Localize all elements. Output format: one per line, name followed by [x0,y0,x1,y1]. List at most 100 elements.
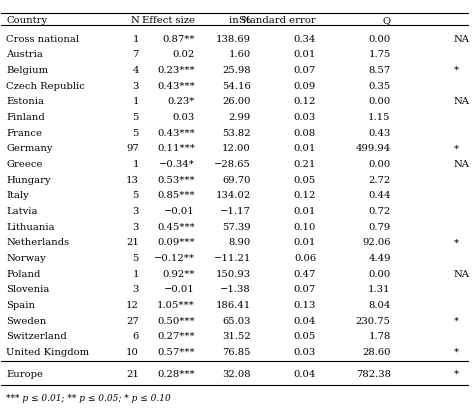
Text: 0.85***: 0.85*** [157,191,195,200]
Text: 230.75: 230.75 [356,317,391,326]
Text: *: * [454,370,459,379]
Text: France: France [6,129,42,138]
Text: 13: 13 [126,176,139,185]
Text: 28.60: 28.60 [362,348,391,357]
Text: 0.05: 0.05 [294,176,316,185]
Text: Czech Republic: Czech Republic [6,82,85,90]
Text: 0.06: 0.06 [294,254,316,263]
Text: 0.79: 0.79 [368,222,391,232]
Text: Country: Country [6,16,47,25]
Text: Spain: Spain [6,301,35,310]
Text: 1.05***: 1.05*** [157,301,195,310]
Text: Norway: Norway [6,254,46,263]
Text: 0.07: 0.07 [294,66,316,75]
Text: in %: in % [228,16,251,25]
Text: 0.12: 0.12 [294,191,316,200]
Text: Belgium: Belgium [6,66,48,75]
Text: Effect size: Effect size [142,16,195,25]
Text: 0.05: 0.05 [294,332,316,341]
Text: 10: 10 [126,348,139,357]
Text: 25.98: 25.98 [222,66,251,75]
Text: −28.65: −28.65 [214,160,251,169]
Text: 0.01: 0.01 [294,50,316,59]
Text: Greece: Greece [6,160,43,169]
Text: 0.08: 0.08 [294,129,316,138]
Text: NA: NA [454,34,470,44]
Text: 0.43***: 0.43*** [157,82,195,90]
Text: −0.01: −0.01 [164,207,195,216]
Text: NA: NA [454,270,470,278]
Text: 1.15: 1.15 [368,113,391,122]
Text: 1: 1 [132,160,139,169]
Text: *: * [454,238,459,247]
Text: 499.94: 499.94 [356,144,391,153]
Text: Estonia: Estonia [6,97,44,106]
Text: Latvia: Latvia [6,207,37,216]
Text: 0.47: 0.47 [294,270,316,278]
Text: 54.16: 54.16 [222,82,251,90]
Text: 76.85: 76.85 [222,348,251,357]
Text: 0.03: 0.03 [294,113,316,122]
Text: 57.39: 57.39 [222,222,251,232]
Text: 5: 5 [133,191,139,200]
Text: 26.00: 26.00 [222,97,251,106]
Text: 0.00: 0.00 [368,34,391,44]
Text: 4: 4 [132,66,139,75]
Text: 12: 12 [126,301,139,310]
Text: 0.92**: 0.92** [163,270,195,278]
Text: 0.43: 0.43 [368,129,391,138]
Text: Netherlands: Netherlands [6,238,69,247]
Text: 0.72: 0.72 [368,207,391,216]
Text: −0.34*: −0.34* [159,160,195,169]
Text: 1: 1 [132,34,139,44]
Text: *: * [454,317,459,326]
Text: Germany: Germany [6,144,53,153]
Text: Poland: Poland [6,270,40,278]
Text: 6: 6 [133,332,139,341]
Text: 27: 27 [126,317,139,326]
Text: 53.82: 53.82 [222,129,251,138]
Text: 21: 21 [126,238,139,247]
Text: 0.45***: 0.45*** [157,222,195,232]
Text: 1: 1 [132,97,139,106]
Text: 0.03: 0.03 [173,113,195,122]
Text: 0.53***: 0.53*** [157,176,195,185]
Text: 0.11***: 0.11*** [157,144,195,153]
Text: 0.23***: 0.23*** [157,66,195,75]
Text: Standard error: Standard error [239,16,316,25]
Text: *: * [454,144,459,153]
Text: 0.87**: 0.87** [163,34,195,44]
Text: Finland: Finland [6,113,45,122]
Text: 12.00: 12.00 [222,144,251,153]
Text: 5: 5 [133,254,139,263]
Text: 134.02: 134.02 [216,191,251,200]
Text: 1.60: 1.60 [228,50,251,59]
Text: 0.27***: 0.27*** [157,332,195,341]
Text: 1.31: 1.31 [368,285,391,294]
Text: 0.35: 0.35 [368,82,391,90]
Text: 92.06: 92.06 [362,238,391,247]
Text: 0.01: 0.01 [294,238,316,247]
Text: 0.28***: 0.28*** [157,370,195,379]
Text: 5: 5 [133,113,139,122]
Text: 1.78: 1.78 [368,332,391,341]
Text: 0.00: 0.00 [368,270,391,278]
Text: Austria: Austria [6,50,43,59]
Text: 0.00: 0.00 [368,160,391,169]
Text: −11.21: −11.21 [213,254,251,263]
Text: 0.03: 0.03 [294,348,316,357]
Text: *: * [454,66,459,75]
Text: 7: 7 [133,50,139,59]
Text: 3: 3 [133,285,139,294]
Text: N: N [130,16,139,25]
Text: 3: 3 [133,207,139,216]
Text: 2.72: 2.72 [368,176,391,185]
Text: NA: NA [454,97,470,106]
Text: 0.43***: 0.43*** [157,129,195,138]
Text: 0.09: 0.09 [294,82,316,90]
Text: Q: Q [383,16,391,25]
Text: Europe: Europe [6,370,43,379]
Text: 0.04: 0.04 [294,317,316,326]
Text: 21: 21 [126,370,139,379]
Text: *** p ≤ 0.01; ** p ≤ 0.05; * p ≤ 0.10: *** p ≤ 0.01; ** p ≤ 0.05; * p ≤ 0.10 [6,394,171,403]
